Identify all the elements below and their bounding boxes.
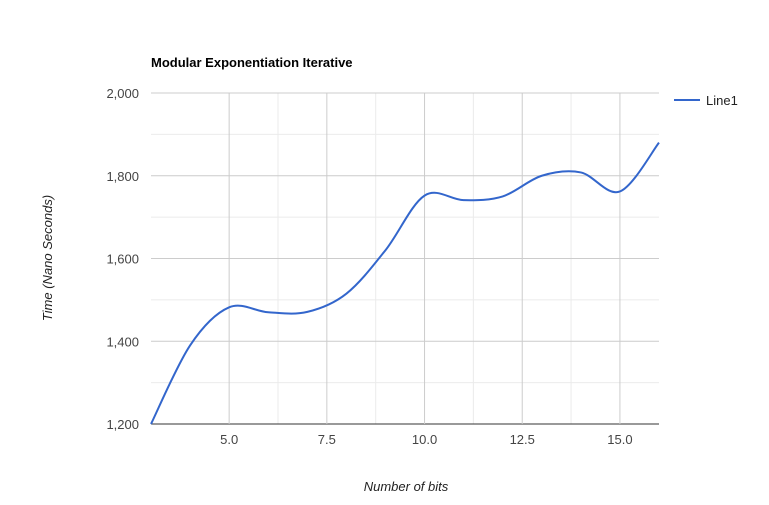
x-axis-ticks: 5.0 7.5 10.0 12.5 15.0: [220, 432, 632, 447]
data-point: [305, 310, 309, 314]
chart-title: Modular Exponentiation Iterative: [151, 55, 353, 70]
data-point: [149, 422, 153, 426]
series-layer: [149, 141, 661, 426]
x-tick-label: 12.5: [510, 432, 535, 447]
data-point: [227, 305, 231, 309]
data-point: [462, 198, 466, 202]
legend: Line1: [674, 93, 738, 108]
data-point: [423, 194, 427, 198]
y-tick-label: 1,600: [106, 252, 139, 267]
y-tick-label: 1,400: [106, 334, 139, 349]
data-point: [579, 170, 583, 174]
y-axis-label: Time (Nano Seconds): [40, 195, 55, 321]
data-point: [540, 174, 544, 178]
x-tick-label: 7.5: [318, 432, 336, 447]
data-point: [266, 310, 270, 314]
series-line-line1: [150, 142, 660, 425]
data-point: [657, 141, 661, 145]
y-tick-label: 1,800: [106, 169, 139, 184]
data-point: [618, 189, 622, 193]
x-axis-label: Number of bits: [364, 479, 449, 494]
x-tick-label: 5.0: [220, 432, 238, 447]
data-point: [501, 194, 505, 198]
x-tick-label: 15.0: [607, 432, 632, 447]
data-point: [188, 343, 192, 347]
major-gridlines: [151, 92, 659, 425]
data-point: [344, 292, 348, 296]
y-axis-ticks: 1,200 1,400 1,600 1,800 2,000: [106, 86, 139, 432]
data-point: [383, 248, 387, 252]
legend-label-line1: Line1: [706, 93, 738, 108]
y-tick-label: 1,200: [106, 417, 139, 432]
y-tick-label: 2,000: [106, 86, 139, 101]
x-tick-label: 10.0: [412, 432, 437, 447]
